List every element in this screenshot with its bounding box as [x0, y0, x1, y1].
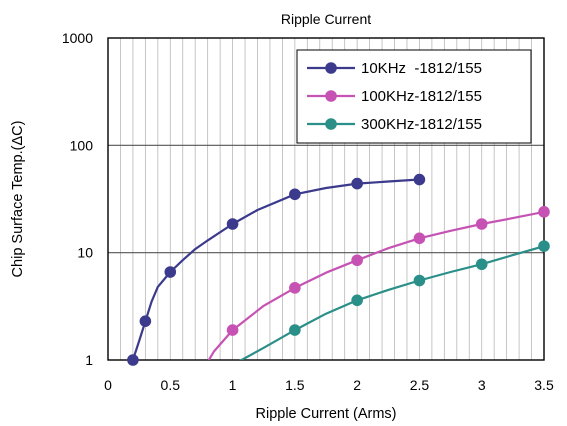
data-point [289, 188, 301, 201]
x-tick-label: 0 [104, 377, 112, 393]
data-point [164, 266, 177, 278]
data-point [127, 354, 139, 366]
data-point [351, 254, 363, 267]
legend-label: 100KHz-1812/155 [361, 88, 482, 105]
y-tick-label: 1 [85, 352, 93, 368]
y-tick-label: 10 [77, 245, 93, 261]
y-tick-label: 100 [70, 137, 94, 153]
plot-frame [107, 37, 545, 361]
legend-marker [325, 62, 337, 74]
data-point [413, 232, 426, 245]
data-point [226, 324, 239, 336]
data-point [226, 218, 239, 230]
markers-layer [127, 173, 550, 366]
series-line [207, 210, 544, 360]
legend-label: 300KHz-1812/155 [361, 116, 482, 133]
data-point [538, 240, 550, 252]
x-tick-label: 3 [478, 377, 486, 393]
data-point [289, 282, 301, 294]
series-layer [131, 178, 544, 360]
data-point [351, 177, 363, 190]
chart-title: Ripple Current [281, 11, 371, 27]
x-tick-label: 2.5 [410, 377, 430, 393]
x-axis-label: Ripple Current (Arms) [256, 406, 397, 422]
series-line [239, 245, 544, 360]
data-point [139, 315, 152, 327]
data-point [538, 206, 550, 218]
x-tick-label: 0.5 [161, 377, 181, 393]
data-point [289, 324, 301, 336]
y-axis-label: Chip Surface Temp.(ΔC) [10, 121, 26, 278]
data-point [413, 274, 426, 287]
x-tick-label: 2 [353, 377, 361, 393]
legend-marker [325, 118, 337, 130]
series-line [131, 178, 420, 360]
y-tick-labels: 1 10 100 1000 [62, 30, 93, 368]
data-point [413, 173, 426, 186]
x-tick-label: 3.5 [534, 377, 554, 393]
x-tick-label: 1 [229, 377, 237, 393]
legend-marker [325, 90, 337, 102]
y-tick-label: 1000 [62, 30, 93, 46]
data-point [351, 294, 363, 307]
legend-label: 10KHz -1812/155 [361, 60, 482, 77]
x-tick-labels: 0 0.5 1 1.5 2 2.5 3 3.5 [104, 377, 554, 393]
data-point [475, 218, 488, 230]
data-point [475, 258, 488, 271]
x-tick-label: 1.5 [285, 377, 305, 393]
legend: 10KHz -1812/155 100KHz-1812/155 300KHz-181… [296, 49, 532, 144]
